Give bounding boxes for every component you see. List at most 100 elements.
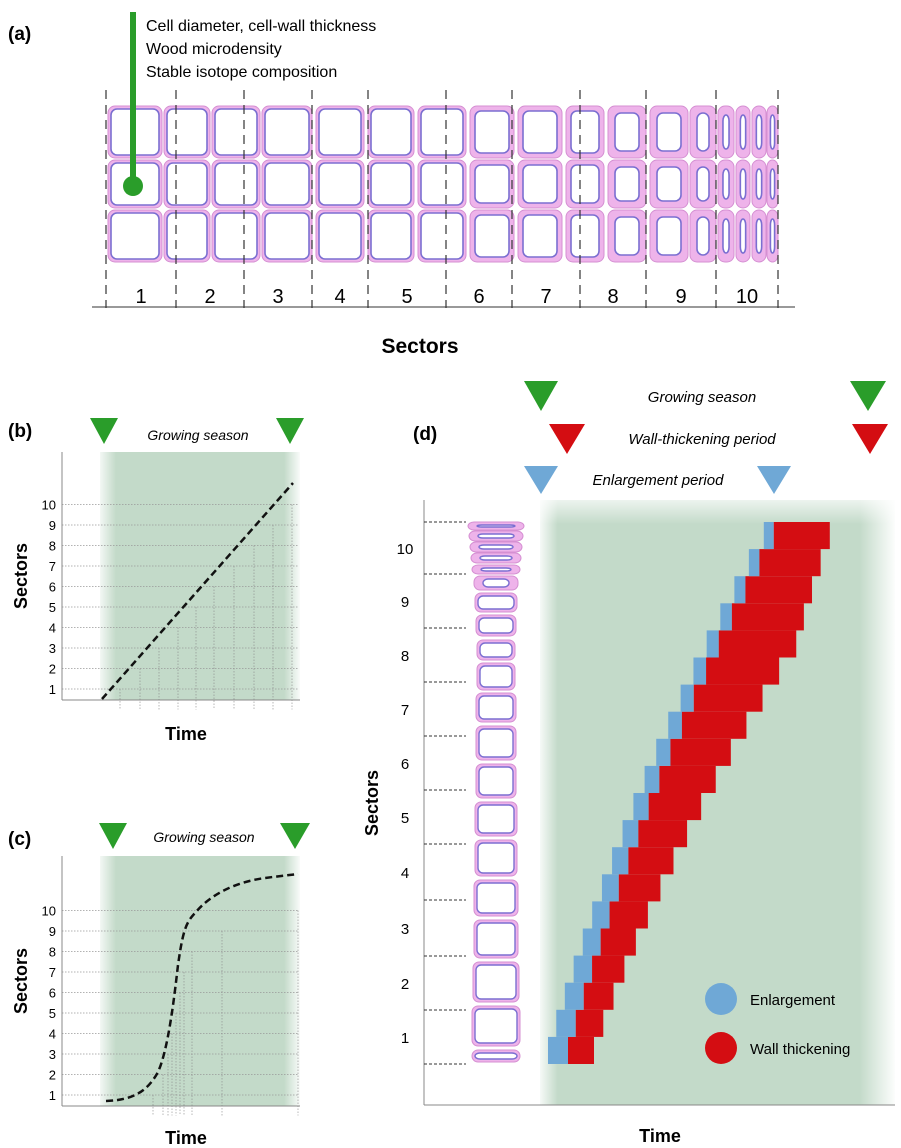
cell-lumen — [478, 766, 514, 796]
y-tick-label: 3 — [401, 921, 409, 938]
legend-wall-thickening-label: Wall thickening — [750, 1041, 850, 1058]
sector-number: 6 — [473, 286, 484, 308]
panel-c-label: (c) — [8, 829, 31, 850]
enlargement-bar — [693, 657, 707, 685]
wall-thickening-bar — [693, 684, 763, 712]
panel-c: (c) Growing season 1 2 3 4 5 6 7 8 9 10 Sectors T… — [8, 823, 310, 1148]
sector-number: 3 — [272, 286, 283, 308]
cell-lumen — [722, 218, 730, 254]
cell-lumen — [214, 108, 258, 156]
y-tick-label: 6 — [49, 580, 56, 595]
cell-lumen — [755, 218, 763, 254]
timing-curve-sigmoid — [105, 872, 299, 1103]
y-axis-title: Sectors — [11, 543, 31, 609]
wall-thickening-bar — [681, 711, 747, 739]
enlargement-bar — [680, 684, 694, 712]
cell-lumen — [166, 212, 208, 260]
cell-lumen — [264, 212, 310, 260]
wall-thickening-bar — [759, 549, 821, 577]
enlargement-label: Enlargement period — [593, 472, 725, 489]
sector-number: 8 — [607, 286, 618, 308]
wall-thickening-bar — [745, 576, 813, 604]
x-axis-title: Time — [165, 724, 207, 744]
cell-lumen — [722, 168, 730, 200]
growing-season-band — [100, 452, 300, 700]
legend-enlargement-label: Enlargement — [750, 992, 836, 1009]
wall-thickening-bar — [600, 928, 636, 956]
y-tick-label: 7 — [401, 702, 409, 719]
cell-lumen — [480, 567, 512, 572]
cell-lumen — [478, 695, 514, 720]
panel-a-label: (a) — [8, 24, 31, 45]
enlargement-bar — [633, 793, 649, 821]
measurement-label-3: Stable isotope composition — [146, 64, 337, 81]
cell-lumen — [318, 108, 362, 156]
cell-lumen — [478, 544, 514, 550]
cell-lumen — [570, 164, 600, 204]
cell-lumen — [522, 110, 558, 154]
enlargement-start-marker — [524, 466, 558, 494]
enlargement-bar — [734, 576, 746, 604]
wall-thickening-bar — [575, 1009, 604, 1037]
season-start-marker — [90, 418, 118, 444]
cell-lumen — [479, 665, 513, 688]
season-end-marker — [850, 381, 886, 411]
cell-lumen — [769, 114, 776, 150]
y-tick-label: 1 — [401, 1030, 409, 1047]
enlargement-bar — [601, 874, 619, 902]
y-tick-label: 5 — [49, 1006, 56, 1021]
x-axis-title: Time — [165, 1128, 207, 1148]
y-axis-title: Sectors — [362, 770, 382, 836]
enlargement-bar — [748, 549, 760, 577]
grid-lines — [62, 504, 298, 710]
cell-lumen — [479, 555, 513, 561]
cell-lumen — [370, 212, 412, 260]
cell-lumen — [370, 108, 412, 156]
y-tick-labels: 1 2 3 4 5 6 7 8 9 10 — [397, 541, 414, 1047]
sector-number: 1 — [135, 286, 146, 308]
cell-lumen — [477, 842, 515, 874]
enlargement-end-marker — [757, 466, 791, 494]
cell-lumen — [110, 212, 160, 260]
wall-thickening-bar — [609, 901, 648, 929]
cell-lumen — [214, 162, 258, 206]
season-start-marker — [99, 823, 127, 849]
enlargement-bar — [656, 738, 671, 766]
enlargement-bar — [668, 711, 682, 739]
wall-thickening-bar — [583, 982, 614, 1010]
cell-lumen — [420, 108, 464, 156]
panel-a-axis-title: Sectors — [381, 335, 458, 358]
y-tick-label: 7 — [49, 559, 56, 574]
cell-lumen — [739, 218, 747, 254]
cell-lumen — [318, 212, 362, 260]
cell-lumen — [696, 166, 710, 202]
sector-number: 10 — [736, 286, 758, 308]
wall-thickening-bar — [628, 847, 674, 875]
y-tick-label: 10 — [397, 541, 414, 558]
enlargement-bar — [548, 1036, 568, 1064]
sector-number: 4 — [334, 286, 345, 308]
cell-lumen — [769, 168, 776, 200]
y-tick-labels: 1 2 3 4 5 6 7 8 9 10 — [42, 904, 56, 1104]
cell-lumen — [696, 216, 710, 256]
cell-lumen — [264, 108, 310, 156]
y-tick-label: 8 — [49, 539, 56, 554]
measurement-label-2: Wood microdensity — [146, 41, 282, 58]
cell-lumen — [739, 168, 747, 200]
cell-lumen — [656, 166, 682, 202]
tracheid-cell-column — [467, 521, 525, 1063]
grid-lines — [62, 910, 299, 1116]
wall-thickening-bar — [773, 522, 830, 550]
wall-thickening-bar — [592, 955, 625, 983]
legend-enlargement-swatch — [705, 983, 737, 1015]
enlargement-bar — [612, 847, 629, 875]
cell-lumen — [769, 218, 776, 254]
enlargement-bar — [582, 928, 601, 956]
enlargement-bar — [706, 630, 719, 658]
y-tick-label: 2 — [49, 662, 56, 677]
season-end-marker — [280, 823, 310, 849]
growing-season-label: Growing season — [153, 829, 254, 845]
sector-number: 2 — [204, 286, 215, 308]
x-axis-title: Time — [639, 1126, 681, 1146]
